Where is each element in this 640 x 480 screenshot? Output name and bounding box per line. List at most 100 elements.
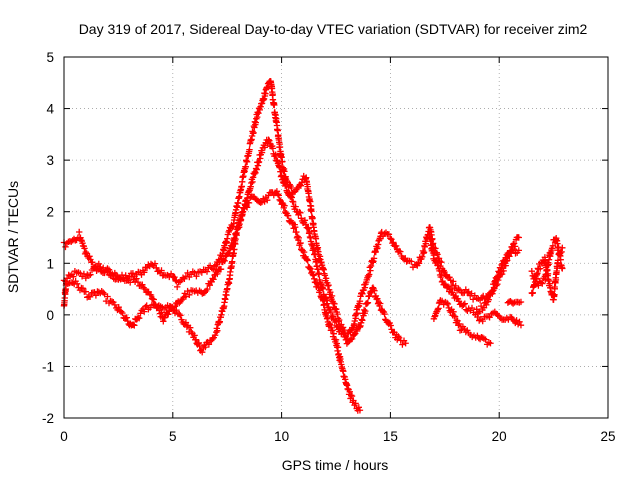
data-point [422,240,429,247]
data-point [242,163,249,171]
y-tick-label: 2 [46,205,54,220]
data-point [111,301,118,309]
data-point [348,392,356,400]
data-point [179,274,187,281]
data-point [326,320,333,327]
data-point [377,300,384,307]
data-point [302,221,309,228]
data-point [134,314,142,321]
data-point [182,273,190,280]
data-point [182,293,190,300]
data-point [255,110,262,117]
data-point [266,137,273,144]
data-point [323,309,330,317]
data-point [551,291,558,298]
data-point [309,271,316,278]
data-point [444,300,452,308]
data-point [356,407,364,414]
data-point [281,202,288,209]
data-point [290,198,297,206]
data-point [511,243,519,250]
data-point [369,284,377,291]
data-point [334,344,342,351]
data-point [497,267,504,274]
x-tick-label: 15 [383,429,398,444]
data-point [356,298,364,305]
data-point [468,304,476,312]
data-point [214,327,221,334]
data-point [271,101,278,109]
data-point [151,260,159,267]
data-point [372,292,380,300]
chart-title: Day 319 of 2017, Sidereal Day-to-day VTE… [79,21,588,37]
data-point [451,313,459,320]
data-point [158,267,165,274]
data-point [434,306,441,313]
data-point [82,248,89,256]
data-point [81,245,88,252]
data-point [155,303,162,310]
data-point [282,181,290,188]
data-point [246,146,253,153]
data-point [196,342,203,350]
data-point [62,243,69,251]
data-point [310,245,317,252]
data-point [315,270,323,278]
data-point [147,291,155,299]
data-point [171,273,178,281]
data-point [327,321,334,328]
data-point [311,275,318,282]
data-point [79,285,87,292]
data-point [233,231,240,239]
data-point [243,204,251,211]
data-point [528,268,535,275]
data-point [352,400,359,407]
data-point [304,257,311,264]
data-point [300,248,308,256]
data-point [327,308,335,316]
data-point [421,243,429,251]
data-point [104,293,111,300]
series-trace-5 [430,297,494,348]
y-tick-label: 5 [46,50,54,65]
data-point [278,172,285,179]
data-point [329,313,337,320]
series-trace-4 [426,231,522,318]
data-point [82,288,89,295]
data-point [274,191,282,198]
data-point [364,300,371,307]
data-point [160,318,167,325]
data-point [92,292,100,299]
series-trace-1 [60,78,522,342]
data-point [115,304,122,311]
data-point [284,212,292,219]
data-point [260,95,268,102]
data-point [87,271,94,278]
data-point [140,284,147,291]
data-point [217,266,225,273]
data-point [292,203,299,210]
data-point [265,136,272,143]
data-point [288,194,295,201]
data-point [253,166,260,173]
data-point [245,199,253,207]
data-point [537,265,544,272]
data-point [297,239,304,247]
data-point [375,299,382,306]
data-point [303,256,311,263]
data-point [133,275,140,282]
data-point [272,151,279,158]
data-point [329,327,336,334]
data-point [479,317,486,325]
data-point [184,269,191,277]
data-point [273,188,281,195]
data-point [455,322,462,329]
data-point [430,251,438,259]
data-point [438,271,445,279]
data-point [308,208,315,215]
data-point [446,274,453,281]
data-point [141,308,148,315]
data-point [485,296,492,303]
data-point [257,199,264,206]
data-point [204,285,211,293]
